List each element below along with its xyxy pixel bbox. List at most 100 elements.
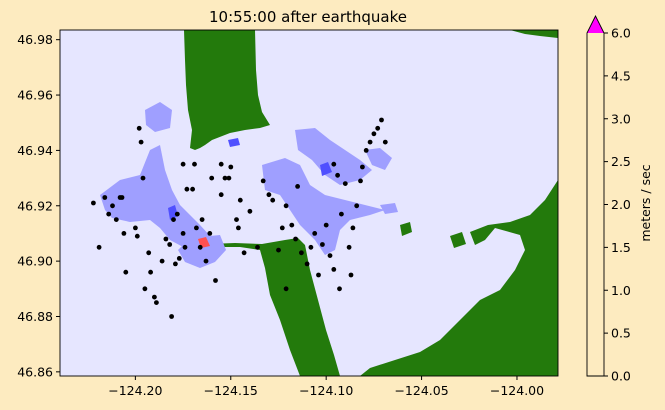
gauge-marker — [140, 175, 146, 181]
south-land-spit — [208, 238, 340, 376]
northeast-land — [510, 30, 558, 38]
x-tick-label: −124.10 — [299, 383, 353, 398]
gauge-marker — [266, 192, 272, 198]
gauge-marker — [293, 236, 298, 242]
y-tick-label: 46.88 — [17, 309, 53, 324]
gauge-marker — [123, 269, 129, 275]
gauge-marker — [316, 272, 321, 278]
gauge-marker — [134, 233, 140, 239]
colorbar-tick-label: 0.0 — [611, 369, 631, 384]
gauge-marker — [337, 286, 342, 292]
gauge-marker — [276, 247, 281, 253]
southeast-land — [360, 180, 558, 376]
gauge-marker — [327, 253, 333, 258]
gauge-marker — [207, 231, 213, 236]
gauge-marker — [113, 217, 119, 223]
gauge-marker — [218, 192, 224, 198]
y-tick-label: 46.90 — [17, 254, 53, 269]
gauge-marker — [119, 195, 125, 200]
x-tick-label: −124.05 — [394, 383, 448, 398]
gauge-marker — [169, 314, 175, 319]
gauge-marker — [121, 231, 127, 236]
gauge-marker — [237, 197, 243, 203]
colorbar-tick-label: 2.5 — [611, 154, 631, 169]
gauge-marker — [102, 195, 108, 200]
colorbar-tick-label: 4.5 — [611, 68, 631, 83]
gauge-marker — [279, 225, 285, 231]
gauge-marker — [194, 225, 199, 231]
gauge-markers — [91, 117, 388, 319]
gauge-marker — [304, 261, 310, 267]
gauge-marker — [182, 244, 188, 250]
gauge-marker — [312, 231, 318, 236]
gauge-marker — [218, 161, 224, 167]
y-tick-label: 46.92 — [17, 198, 53, 213]
colorbar-tick-label: 3.0 — [611, 111, 631, 126]
gauge-marker — [174, 211, 180, 217]
x-tick-label: −124.00 — [490, 383, 544, 398]
north-land — [184, 30, 270, 150]
gauge-marker — [152, 294, 157, 300]
gauge-marker — [180, 161, 186, 167]
y-tick-label: 46.86 — [17, 364, 53, 379]
y-tick-label: 46.96 — [17, 88, 53, 103]
colorbar-extend-triangle — [587, 16, 604, 33]
gauge-marker — [236, 225, 241, 231]
y-tick-label: 46.98 — [17, 32, 53, 47]
gauge-marker — [331, 161, 337, 167]
gauge-marker — [154, 300, 159, 305]
gauge-marker — [192, 161, 197, 167]
colorbar-tick-label: 1.5 — [611, 240, 631, 255]
gauge-marker — [163, 236, 169, 242]
x-axis: −124.20 −124.15 −124.10 −124.05 −124.00 — [108, 376, 544, 398]
gauge-marker — [203, 258, 209, 264]
gauge-marker — [354, 203, 360, 209]
gauge-marker — [260, 178, 266, 184]
gauge-marker — [180, 231, 186, 236]
colorbar: 0.0 0.5 1.0 1.5 2.0 2.5 3.0 4.5 6.0 meters / sec — [586, 14, 653, 384]
gauge-marker — [91, 200, 96, 206]
flow-cores — [168, 138, 332, 248]
gauge-marker — [209, 175, 215, 181]
gauge-marker — [283, 286, 289, 292]
gauge-marker — [363, 148, 369, 153]
gauge-marker — [148, 269, 154, 275]
gauge-marker — [320, 242, 325, 247]
gauge-marker — [228, 164, 234, 170]
gauge-marker — [346, 244, 352, 250]
gauge-marker — [133, 225, 138, 231]
gauge-marker — [379, 117, 384, 123]
gauge-marker — [226, 175, 232, 181]
gauge-marker — [342, 181, 348, 187]
gauge-marker — [358, 178, 363, 184]
gauge-marker — [247, 208, 253, 214]
gauge-marker — [142, 286, 148, 292]
gauge-marker — [136, 125, 142, 131]
map-axes: −124.20 −124.15 −124.10 −124.05 −124.00 46.8… — [17, 29, 559, 398]
gauge-marker — [323, 222, 329, 228]
gauge-marker — [159, 258, 165, 264]
gauge-marker — [167, 242, 173, 247]
chart-title: 10:55:00 after earthquake — [209, 8, 407, 26]
colorbar-tick-label: 0.5 — [611, 326, 631, 341]
colorbar-outline — [586, 14, 605, 377]
gauge-marker — [241, 250, 247, 256]
gauge-marker — [375, 125, 381, 131]
gauge-marker — [371, 131, 377, 137]
gauge-marker — [350, 225, 356, 231]
gauge-marker — [199, 217, 205, 223]
gauge-marker — [222, 175, 228, 181]
colorbar-tick-label: 2.0 — [611, 197, 631, 212]
gauge-marker — [171, 217, 176, 223]
gauge-marker — [339, 211, 344, 217]
gauge-marker — [299, 250, 304, 256]
flow-regions — [100, 102, 398, 268]
gauge-marker — [367, 139, 373, 145]
gauge-marker — [270, 197, 276, 203]
gauge-marker — [146, 250, 152, 256]
y-axis: 46.86 46.88 46.90 46.92 46.94 46.96 46.98 — [17, 32, 60, 379]
gauge-marker — [197, 244, 203, 250]
gauge-marker — [190, 186, 196, 192]
x-tick-label: −124.15 — [204, 383, 258, 398]
